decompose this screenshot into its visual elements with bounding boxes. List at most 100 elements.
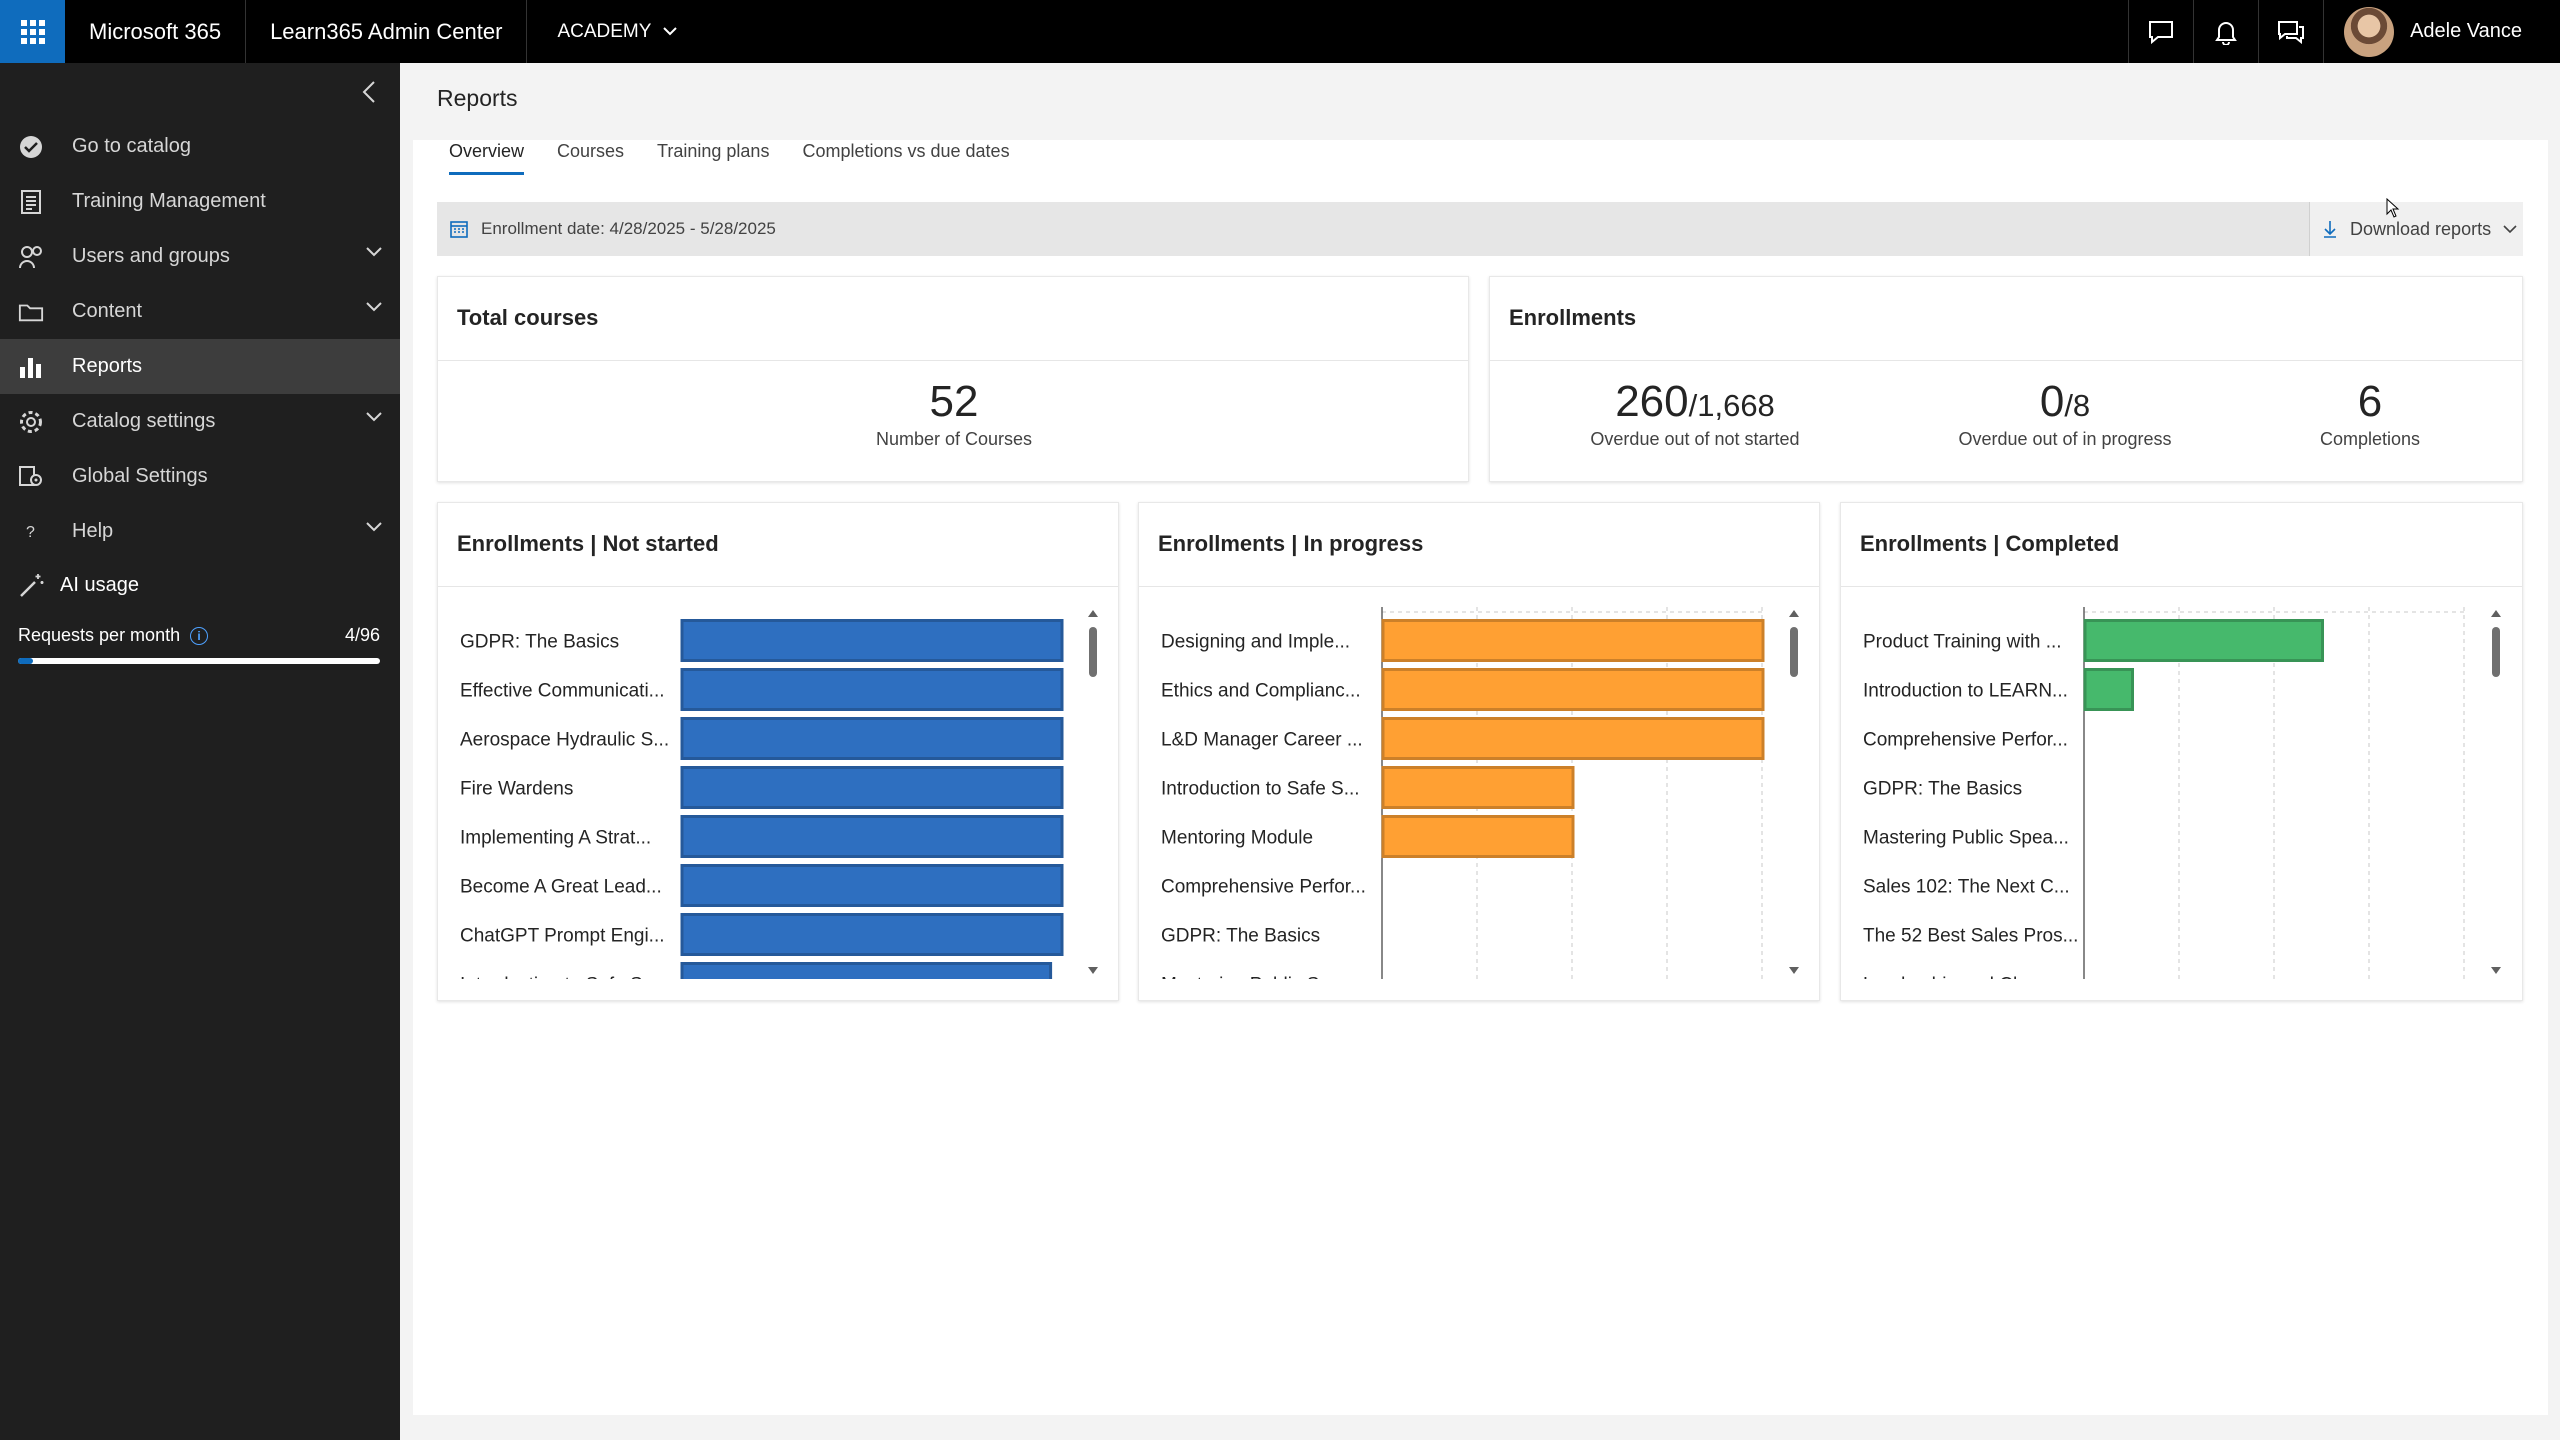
magic-wand-icon xyxy=(20,574,44,597)
sidebar-item-catalog-settings[interactable]: Catalog settings xyxy=(0,394,400,449)
feedback-button[interactable] xyxy=(2128,0,2193,63)
completions-kpi: 6 Completions xyxy=(2270,377,2470,450)
people-icon xyxy=(18,244,44,270)
tab-overview[interactable]: Overview xyxy=(449,141,525,175)
total-courses-label: Number of Courses xyxy=(875,429,1033,449)
user-menu[interactable]: Adele Vance xyxy=(2323,0,2560,63)
chart-plot-area: Product Training with ... Introduction to… xyxy=(1863,607,2465,996)
category-label: GDPR: The Basics xyxy=(1863,779,2022,800)
kpi-suffix: /8 xyxy=(2064,388,2091,423)
avatar xyxy=(2344,6,2395,57)
in-progress-chart: Designing and Imple... Ethics and Complia… xyxy=(1161,607,1799,979)
bar[interactable] xyxy=(2083,668,2134,711)
completed-chart-card: Enrollments | Completed Product Training… xyxy=(1840,502,2523,1001)
bar[interactable] xyxy=(680,717,1064,760)
sidebar-item-label: Training Management xyxy=(72,190,266,212)
sidebar-item-reports[interactable]: Reports xyxy=(0,339,400,394)
chevron-down-icon xyxy=(2503,224,2517,233)
sidebar-item-go-to-catalog[interactable]: Go to catalog xyxy=(0,119,400,174)
sidebar-item-label: Catalog settings xyxy=(72,410,216,432)
chat-icon xyxy=(2149,20,2174,44)
category-label: Sales 102: The Next C... xyxy=(1863,877,2070,898)
in-progress-chart-card: Enrollments | In progress Designing and … xyxy=(1138,502,1820,1001)
download-reports-button[interactable]: Download reports xyxy=(2309,202,2523,256)
category-label: Leadership and Chang... xyxy=(1863,975,2071,996)
category-label: GDPR: The Basics xyxy=(1161,926,1320,947)
scroll-up-arrow-icon[interactable] xyxy=(1088,610,1098,617)
bar[interactable] xyxy=(680,668,1064,711)
scroll-down-arrow-icon[interactable] xyxy=(1088,967,1098,974)
chart-title: Enrollments | Not started xyxy=(457,531,719,556)
help-chat-button[interactable] xyxy=(2258,0,2323,63)
bell-icon xyxy=(2215,21,2237,45)
kpi-value: 0 xyxy=(2039,377,2065,426)
info-icon[interactable]: i xyxy=(190,626,209,645)
tab-courses[interactable]: Courses xyxy=(557,141,625,161)
app-launcher-button[interactable] xyxy=(0,0,65,63)
bar[interactable] xyxy=(680,815,1064,858)
scrollbar-thumb[interactable] xyxy=(1089,627,1097,677)
app-name-link[interactable]: Learn365 Admin Center xyxy=(246,0,528,63)
waffle-icon xyxy=(20,19,45,44)
bar[interactable] xyxy=(1381,717,1765,760)
document-icon xyxy=(18,189,44,215)
bar[interactable] xyxy=(680,619,1064,662)
sidebar-item-help[interactable]: ? Help xyxy=(0,504,400,559)
filter-bar: Enrollment date: 4/28/2025 - 5/28/2025 D… xyxy=(437,202,2523,256)
calendar-icon xyxy=(450,221,468,238)
bar[interactable] xyxy=(2083,619,2324,662)
chevron-down-icon xyxy=(366,302,382,312)
bar[interactable] xyxy=(680,962,1053,1002)
notifications-button[interactable] xyxy=(2193,0,2258,63)
total-courses-kpi: 52 Number of Courses xyxy=(438,377,1470,450)
user-name: Adele Vance xyxy=(2410,20,2522,42)
bar[interactable] xyxy=(1381,766,1575,809)
requests-label: Requests per month xyxy=(18,625,181,645)
enrollment-date-filter[interactable]: Enrollment date: 4/28/2025 - 5/28/2025 xyxy=(437,219,2309,239)
sidebar-nav: Go to catalog Training Management Users … xyxy=(0,119,400,559)
collapse-sidebar-button[interactable] xyxy=(354,77,384,107)
bar[interactable] xyxy=(1381,668,1765,711)
tab-training-plans[interactable]: Training plans xyxy=(657,141,770,161)
bar[interactable] xyxy=(680,766,1064,809)
sidebar: Go to catalog Training Management Users … xyxy=(0,63,400,1440)
bar-chart-icon xyxy=(18,354,44,380)
scroll-up-arrow-icon[interactable] xyxy=(2491,610,2501,617)
sidebar-item-global-settings[interactable]: Global Settings xyxy=(0,449,400,504)
category-label: Comprehensive Perfor... xyxy=(1863,730,2068,751)
svg-text:?: ? xyxy=(26,524,35,541)
sidebar-item-training-management[interactable]: Training Management xyxy=(0,174,400,229)
sidebar-item-users-and-groups[interactable]: Users and groups xyxy=(0,229,400,284)
category-label: Implementing A Strat... xyxy=(460,828,651,849)
brand-link[interactable]: Microsoft 365 xyxy=(65,0,247,63)
chart-plot-area: Designing and Imple... Ethics and Complia… xyxy=(1161,607,1765,979)
scroll-up-arrow-icon[interactable] xyxy=(1789,610,1799,617)
scroll-down-arrow-icon[interactable] xyxy=(2491,967,2501,974)
category-label: Introduction to Safe S... xyxy=(460,975,659,996)
kpi-value: 260 xyxy=(1615,377,1689,426)
bar[interactable] xyxy=(1381,815,1575,858)
scroll-down-arrow-icon[interactable] xyxy=(1789,967,1799,974)
ai-usage-title: AI usage xyxy=(60,573,139,596)
category-label: Designing and Imple... xyxy=(1161,632,1350,653)
bar[interactable] xyxy=(680,864,1064,907)
sidebar-item-label: Global Settings xyxy=(72,465,208,487)
settings-app-icon xyxy=(18,464,44,490)
category-label: The 52 Best Sales Pros... xyxy=(1863,926,2078,947)
chevron-down-icon xyxy=(366,247,382,257)
chevron-down-icon xyxy=(366,412,382,422)
scrollbar-thumb[interactable] xyxy=(2492,627,2500,677)
category-label: Become A Great Lead... xyxy=(460,877,662,898)
gear-icon xyxy=(18,409,44,435)
scrollbar-thumb[interactable] xyxy=(1790,627,1798,677)
requests-value: 4/96 xyxy=(344,625,380,645)
enrollments-card: Enrollments 260/1,668 Overdue out of not… xyxy=(1489,276,2523,482)
top-bar: Microsoft 365 Learn365 Admin Center ACAD… xyxy=(0,0,2560,63)
tenant-selector[interactable]: ACADEMY xyxy=(527,0,707,63)
bar[interactable] xyxy=(1381,619,1765,662)
bar[interactable] xyxy=(680,913,1064,956)
folder-icon xyxy=(18,299,44,325)
sidebar-item-content[interactable]: Content xyxy=(0,284,400,339)
tab-completions-vs-due-dates[interactable]: Completions vs due dates xyxy=(802,141,1010,161)
category-label: ChatGPT Prompt Engi... xyxy=(460,926,665,947)
